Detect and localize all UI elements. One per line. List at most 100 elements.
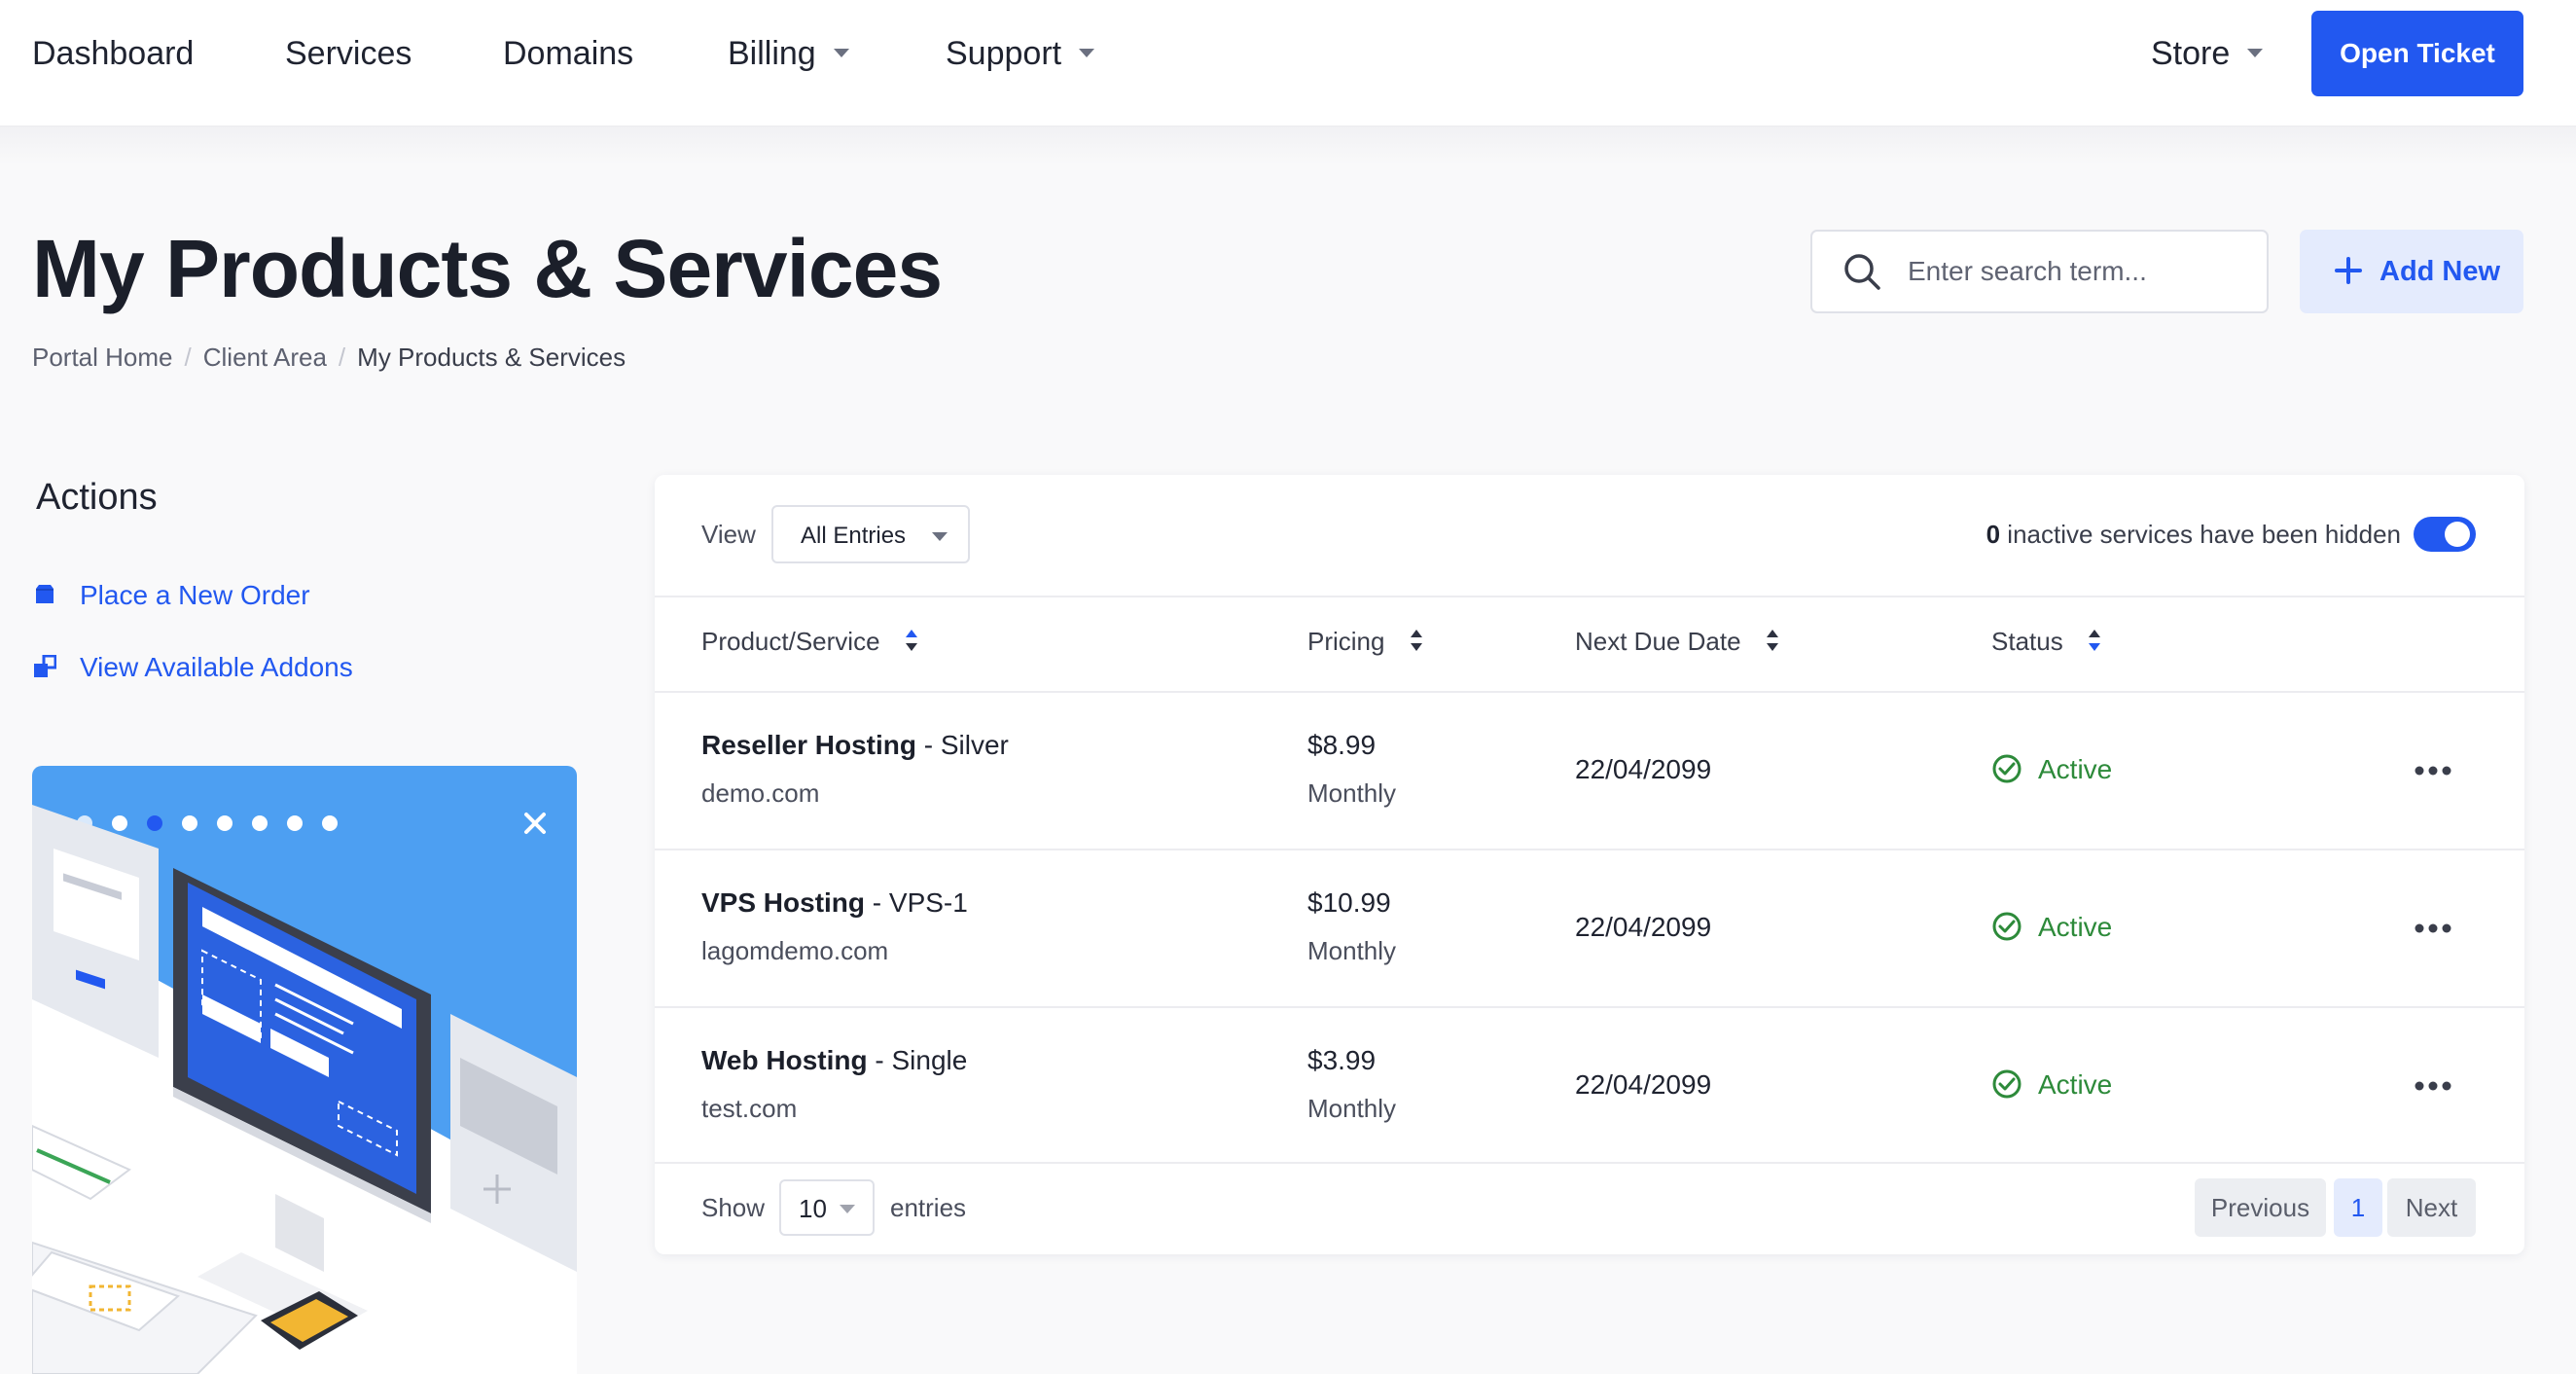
- page-1-button[interactable]: 1: [2334, 1178, 2382, 1237]
- nav-dashboard[interactable]: Dashboard: [32, 0, 194, 107]
- chevron-down-icon: [840, 1205, 855, 1213]
- billing-cycle: Monthly: [1307, 778, 1397, 808]
- divider: [655, 1162, 2524, 1164]
- price: $10.99: [1307, 887, 1391, 918]
- divider: [655, 1006, 2524, 1008]
- product-name: Reseller Hosting - Silver: [701, 730, 1009, 761]
- inactive-services-note: 0 inactive services have been hidden: [1986, 520, 2401, 550]
- more-actions-icon[interactable]: [2414, 765, 2452, 777]
- product-name: Web Hosting - Single: [701, 1045, 967, 1076]
- divider: [655, 691, 2524, 693]
- next-page-button[interactable]: Next: [2387, 1178, 2476, 1237]
- breadcrumb: Portal Home / Client Area / My Products & Se…: [32, 343, 626, 373]
- product-plan: - Silver: [915, 730, 1009, 760]
- nav-support-label: Support: [946, 35, 1062, 72]
- product-domain: lagomdemo.com: [701, 936, 889, 965]
- shopping-bag-icon: [36, 584, 54, 603]
- view-filter-select[interactable]: All Entries: [771, 505, 970, 563]
- product-name: VPS Hosting - VPS-1: [701, 887, 968, 919]
- add-new-button[interactable]: Add New: [2300, 230, 2523, 313]
- nav-store-label: Store: [2151, 35, 2231, 72]
- view-filter-value: All Entries: [801, 523, 907, 549]
- product-plan: - Single: [867, 1045, 968, 1075]
- nav-billing[interactable]: Billing: [728, 0, 849, 107]
- status-badge: Active: [1991, 912, 2112, 945]
- nav-services[interactable]: Services: [285, 0, 411, 107]
- nav-domains-label: Domains: [503, 35, 634, 72]
- top-navbar: Dashboard Services Domains Billing Suppo…: [0, 0, 2576, 127]
- entries-per-page-value: 10: [799, 1194, 827, 1223]
- chevron-down-icon: [1079, 48, 1095, 57]
- plus-icon: [2335, 257, 2362, 284]
- price: $8.99: [1307, 730, 1377, 760]
- search-box: [1810, 230, 2269, 313]
- column-header-status[interactable]: Status: [1991, 627, 2101, 657]
- next-due-date: 22/04/2099: [1575, 754, 1712, 784]
- actions-heading: Actions: [36, 477, 158, 518]
- place-new-order-link[interactable]: Place a New Order: [33, 580, 310, 611]
- more-actions-icon[interactable]: [2414, 1080, 2452, 1092]
- entries-label: entries: [890, 1193, 967, 1222]
- breadcrumb-current: My Products & Services: [357, 343, 626, 372]
- column-header-due-date[interactable]: Next Due Date: [1575, 627, 1779, 657]
- view-label: View: [701, 520, 756, 549]
- column-header-pricing[interactable]: Pricing: [1307, 627, 1423, 657]
- column-header-pricing-label: Pricing: [1307, 627, 1385, 656]
- product-title: Web Hosting: [701, 1045, 868, 1075]
- nav-dashboard-label: Dashboard: [32, 35, 195, 72]
- sort-icon: [1410, 630, 1422, 652]
- view-addons-link[interactable]: View Available Addons: [33, 652, 353, 683]
- nav-domains[interactable]: Domains: [503, 0, 633, 107]
- search-icon: [1844, 254, 1880, 290]
- carousel-dots: [77, 815, 338, 831]
- toggle-knob: [2445, 522, 2470, 547]
- entries-per-page-select[interactable]: 10: [779, 1179, 875, 1236]
- divider: [655, 596, 2524, 597]
- sort-icon: [2088, 630, 2100, 652]
- nav-support[interactable]: Support: [946, 0, 1095, 107]
- status-label: Active: [2038, 912, 2113, 942]
- status-label: Active: [2038, 754, 2113, 784]
- nav-shadow: [0, 127, 2576, 165]
- product-domain: test.com: [701, 1094, 798, 1123]
- view-addons-label: View Available Addons: [80, 652, 353, 682]
- billing-cycle: Monthly: [1307, 1094, 1397, 1123]
- status-badge: Active: [1991, 1069, 2112, 1103]
- breadcrumb-client-area[interactable]: Client Area: [202, 343, 327, 372]
- nav-services-label: Services: [285, 35, 412, 72]
- product-title: VPS Hosting: [701, 887, 866, 918]
- status-badge: Active: [1991, 754, 2112, 787]
- show-inactive-toggle[interactable]: [2414, 517, 2476, 552]
- search-input[interactable]: [1908, 241, 2248, 302]
- addons-icon: [34, 654, 56, 677]
- breadcrumb-separator: /: [184, 343, 192, 372]
- promo-banner: [32, 766, 577, 1374]
- billing-cycle: Monthly: [1307, 936, 1397, 965]
- column-header-product[interactable]: Product/Service: [701, 627, 918, 657]
- check-circle-icon: [1992, 912, 2021, 941]
- hidden-count: 0: [1986, 520, 2001, 549]
- add-new-label: Add New: [2379, 256, 2501, 287]
- sort-icon: [905, 630, 917, 652]
- status-label: Active: [2038, 1069, 2113, 1100]
- hidden-text: inactive services have been hidden: [2007, 520, 2401, 549]
- services-table-card: View All Entries 0 inactive services hav…: [655, 475, 2524, 1254]
- chevron-down-icon: [833, 48, 849, 57]
- previous-page-button[interactable]: Previous: [2195, 1178, 2326, 1237]
- nav-billing-label: Billing: [728, 35, 816, 72]
- open-ticket-button[interactable]: Open Ticket: [2311, 11, 2523, 96]
- sort-icon: [1766, 630, 1778, 652]
- check-circle-icon: [1992, 1069, 2021, 1099]
- hosting-illustration: [32, 766, 577, 1374]
- breadcrumb-portal-home[interactable]: Portal Home: [32, 343, 173, 372]
- chevron-down-icon: [2247, 48, 2264, 57]
- more-actions-icon[interactable]: [2414, 922, 2452, 934]
- check-circle-icon: [1992, 754, 2021, 783]
- show-label: Show: [701, 1193, 766, 1222]
- nav-store[interactable]: Store: [2151, 0, 2264, 107]
- divider: [655, 849, 2524, 850]
- price: $3.99: [1307, 1045, 1377, 1075]
- chevron-down-icon: [932, 532, 948, 541]
- next-due-date: 22/04/2099: [1575, 912, 1712, 942]
- column-header-due-date-label: Next Due Date: [1575, 627, 1741, 656]
